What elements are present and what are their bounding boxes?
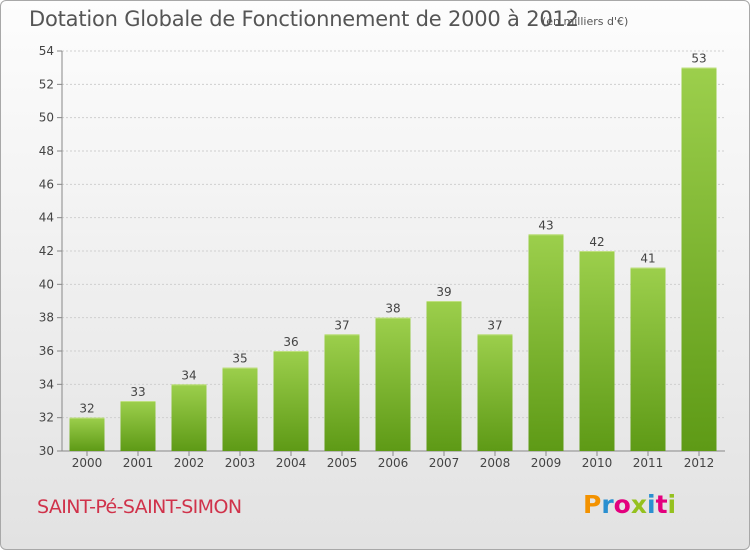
logo-letter: r [601,490,614,519]
value-label: 35 [232,352,247,366]
logo-letter: o [613,490,631,519]
y-tick-label: 38 [39,311,54,325]
bars [69,67,717,452]
proxiti-logo: Proxiti [583,490,676,519]
x-tick-label: 2011 [633,456,664,470]
value-label: 53 [691,52,706,66]
y-tick-label: 34 [39,377,54,391]
y-tick-label: 42 [39,244,54,258]
labels: 30 32 34 36 38 40 42 44 46 48 50 52 54 32 2000 33 2001 34… [39,44,715,470]
value-label: 37 [334,318,349,332]
bar-2001 [120,401,156,451]
x-tick-label: 2000 [72,456,103,470]
logo-letter: x [630,490,647,519]
logo-letter: t [655,490,668,519]
y-tick-label: 36 [39,344,54,358]
bar-2004 [273,351,309,451]
y-tick-label: 48 [39,144,54,158]
chart-title: Dotation Globale de Fonctionnement de 20… [29,7,579,31]
x-tick-label: 2003 [225,456,256,470]
value-label: 43 [538,218,553,232]
x-tick-label: 2007 [429,456,460,470]
logo-letter: i [647,490,656,519]
y-tick-label: 32 [39,411,54,425]
value-label: 34 [181,368,196,382]
value-label: 41 [640,252,655,266]
x-tick-label: 2004 [276,456,307,470]
y-tick-label: 50 [39,111,54,125]
bar-2003 [222,367,258,451]
value-label: 32 [79,402,94,416]
x-tick-label: 2009 [531,456,562,470]
bar-2012 [681,67,717,452]
logo-letter: P [583,490,602,519]
bar-2000 [69,417,105,451]
x-tick-label: 2001 [123,456,154,470]
x-tick-label: 2005 [327,456,358,470]
x-tick-label: 2002 [174,456,205,470]
y-tick-label: 40 [39,277,54,291]
x-tick-label: 2008 [480,456,511,470]
bar-2011 [630,267,666,451]
commune-name: SAINT-Pé-SAINT-SIMON [37,496,242,518]
y-tick-label: 52 [39,77,54,91]
bar-2002 [171,384,207,451]
bar-2008 [477,334,513,451]
x-tick-label: 2010 [582,456,613,470]
bar-2010 [579,251,615,451]
x-tick-label: 2006 [378,456,409,470]
bar-2009 [528,234,564,451]
value-label: 38 [385,302,400,316]
value-label: 42 [589,235,604,249]
bar-2006 [375,317,411,451]
bar-2007 [426,301,462,451]
value-label: 37 [487,318,502,332]
y-tick-label: 30 [39,444,54,458]
logo-letter: i [667,490,677,519]
bar-2005 [324,334,360,451]
value-label: 39 [436,285,451,299]
y-tick-label: 46 [39,177,54,191]
y-tick-label: 44 [39,211,54,225]
x-tick-label: 2012 [684,456,715,470]
chart-subtitle: (en milliers d'€) [542,15,629,28]
value-label: 33 [130,385,145,399]
value-label: 36 [283,335,298,349]
y-tick-label: 54 [39,44,54,58]
